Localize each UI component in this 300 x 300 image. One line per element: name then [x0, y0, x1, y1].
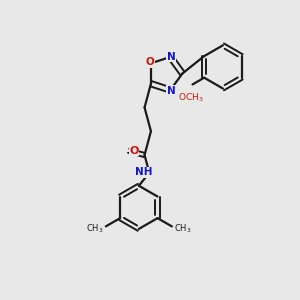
Text: O: O — [129, 146, 139, 156]
Text: O: O — [146, 57, 155, 68]
Text: CH$_3$: CH$_3$ — [174, 223, 192, 235]
Text: NH: NH — [135, 167, 153, 177]
Text: N: N — [167, 86, 176, 96]
Text: OCH$_3$: OCH$_3$ — [178, 91, 204, 104]
Text: N: N — [167, 52, 176, 62]
Text: CH$_3$: CH$_3$ — [86, 223, 104, 235]
